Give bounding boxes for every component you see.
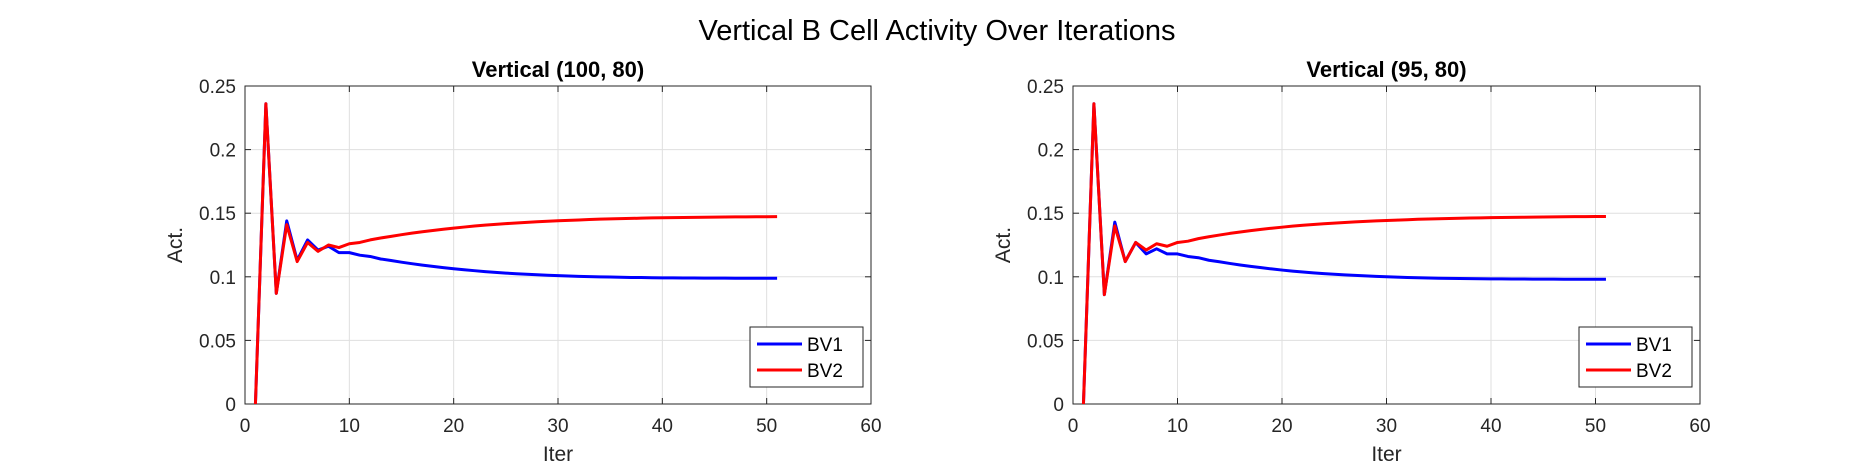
series-line-bv1 — [1081, 102, 1606, 404]
y-tick-label: 0.05 — [199, 331, 236, 352]
y-tick-label: 0 — [1053, 395, 1064, 416]
y-tick-label: 0.25 — [1027, 77, 1064, 98]
series-line-bv2 — [1081, 102, 1606, 404]
series-line-bv2 — [253, 102, 778, 404]
legend-label-bv1: BV1 — [1636, 335, 1672, 356]
x-tick-label: 0 — [1068, 416, 1079, 437]
x-tick-label: 20 — [443, 416, 464, 437]
x-tick-label: 60 — [1689, 416, 1710, 437]
y-tick-label: 0.1 — [210, 268, 236, 289]
x-tick-label: 40 — [1480, 416, 1501, 437]
y-tick-label: 0.15 — [1027, 204, 1064, 225]
figure-title: Vertical B Cell Activity Over Iterations — [698, 15, 1175, 47]
x-tick-label: 50 — [1585, 416, 1606, 437]
x-axis-label: Iter — [1371, 443, 1401, 466]
y-tick-label: 0.2 — [210, 141, 236, 162]
subplot-title: Vertical (95, 80) — [1306, 57, 1466, 82]
x-tick-label: 30 — [547, 416, 568, 437]
x-tick-label: 30 — [1376, 416, 1397, 437]
y-tick-label: 0.2 — [1038, 141, 1064, 162]
legend-label-bv1: BV1 — [807, 335, 843, 356]
legend-box — [1578, 326, 1693, 388]
y-tick-label: 0.15 — [199, 204, 236, 225]
y-axis-label: Act. — [992, 227, 1015, 263]
axes-box — [244, 85, 872, 405]
legend-label-bv2: BV2 — [807, 361, 843, 382]
y-tick-label: 0.05 — [1027, 331, 1064, 352]
y-tick-label: 0.25 — [199, 77, 236, 98]
x-tick-label: 50 — [756, 416, 777, 437]
x-tick-label: 40 — [652, 416, 673, 437]
y-tick-label: 0.1 — [1038, 268, 1064, 289]
legend-box — [749, 326, 864, 388]
y-tick-label: 0 — [225, 395, 236, 416]
y-axis-label: Act. — [164, 227, 187, 263]
x-tick-label: 10 — [1167, 416, 1188, 437]
subplot-vertical-95-80: 0 10 20 30 40 50 60 0 0.05 0.1 0.15 0.2 0.25 Vertical… — [992, 57, 1711, 466]
axes-box — [1072, 85, 1701, 405]
x-tick-label: 60 — [860, 416, 881, 437]
x-tick-label: 10 — [339, 416, 360, 437]
subplot-title: Vertical (100, 80) — [472, 57, 644, 82]
subplot-vertical-100-80: 0 10 20 30 40 50 60 0 0.05 0.1 0.15 0.2 0.25 Vertical… — [164, 57, 882, 466]
x-axis-label: Iter — [543, 443, 573, 466]
x-tick-label: 0 — [240, 416, 251, 437]
series-line-bv1 — [253, 102, 778, 404]
legend-label-bv2: BV2 — [1636, 361, 1672, 382]
x-tick-label: 20 — [1271, 416, 1292, 437]
